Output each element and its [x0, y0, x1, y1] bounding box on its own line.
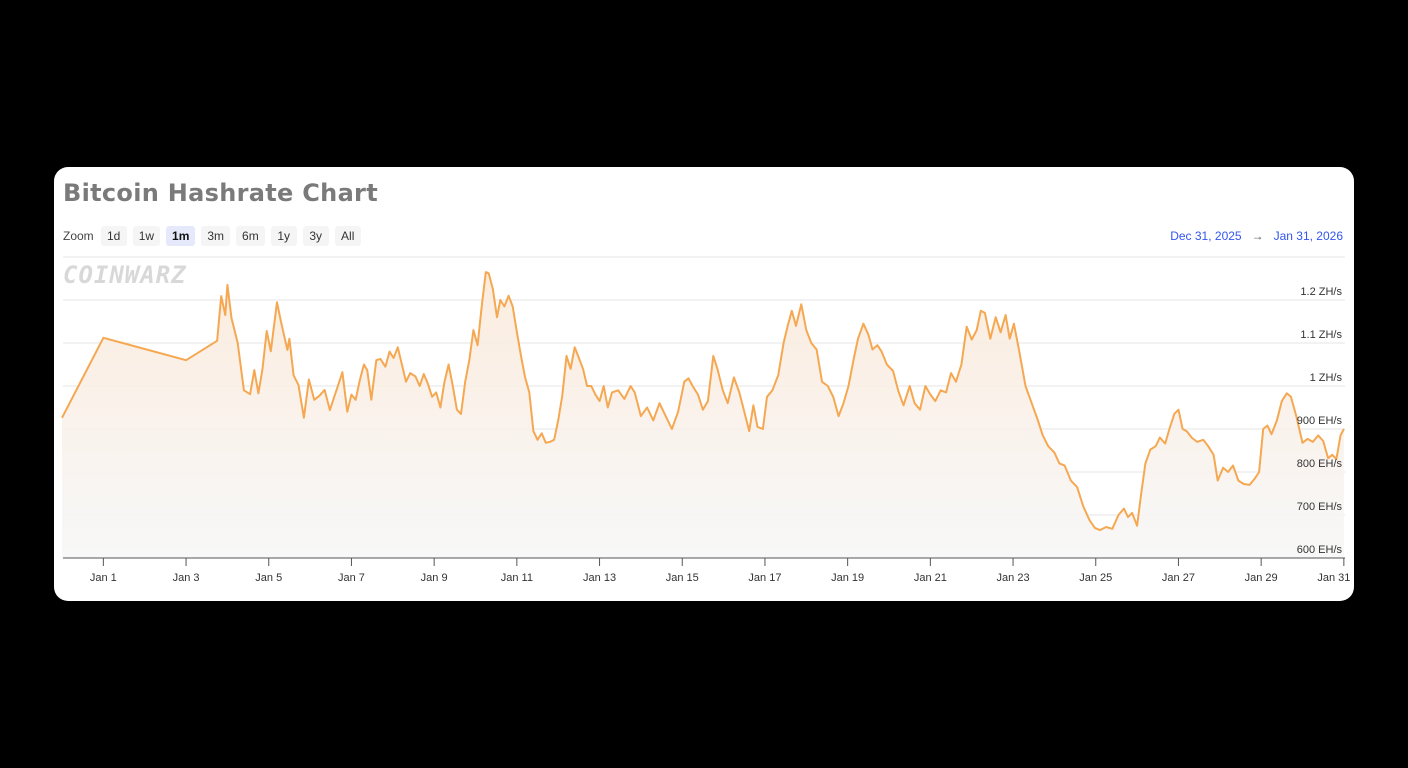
range-from-date[interactable]: Dec 31, 2025	[1170, 229, 1242, 243]
chart-title: Bitcoin Hashrate Chart	[63, 179, 378, 207]
x-axis-label: Jan 31	[1317, 572, 1351, 584]
x-axis-label: Jan 21	[913, 572, 947, 584]
range-to-date[interactable]: Jan 31, 2026	[1273, 229, 1343, 243]
zoom-6m-button[interactable]: 6m	[236, 226, 265, 246]
hashrate-line	[61, 271, 1345, 532]
x-axis-label: Jan 27	[1161, 572, 1195, 584]
zoom-1w-button[interactable]: 1w	[132, 226, 161, 246]
zoom-controls: Zoom 1d 1w 1m 3m 6m 1y 3y All	[63, 226, 361, 246]
zoom-1y-button[interactable]: 1y	[270, 226, 297, 246]
zoom-all-button[interactable]: All	[334, 226, 361, 246]
x-axis-label: Jan 3	[172, 572, 200, 584]
zoom-1d-button[interactable]: 1d	[100, 226, 127, 246]
x-axis-label: Jan 23	[996, 572, 1030, 584]
coinwarz-logo: COINWARZ	[63, 261, 187, 289]
zoom-3y-button[interactable]: 3y	[302, 226, 329, 246]
y-axis-label: 1.1 ZH/s	[1300, 329, 1342, 341]
y-axis-label: 1.2 ZH/s	[1300, 286, 1342, 298]
arrow-right-icon: →	[1251, 229, 1264, 243]
hashrate-area	[62, 272, 1344, 558]
x-axis-label: Jan 1	[89, 572, 117, 584]
date-range: Dec 31, 2025 → Jan 31, 2026	[1170, 229, 1343, 243]
x-axis-label: Jan 29	[1244, 572, 1278, 584]
x-axis-label: Jan 25	[1079, 572, 1113, 584]
y-axis-label: 600 EH/s	[1296, 544, 1342, 556]
hashrate-chart[interactable]	[54, 167, 1354, 601]
x-axis-label: Jan 11	[500, 572, 533, 584]
y-axis-label: 800 EH/s	[1296, 458, 1342, 470]
x-axis-label: Jan 7	[337, 572, 365, 584]
x-axis-label: Jan 9	[420, 572, 448, 584]
x-axis-label: Jan 19	[831, 572, 865, 584]
x-axis-label: Jan 13	[583, 572, 617, 584]
zoom-label: Zoom	[63, 229, 94, 243]
x-axis-label: Jan 17	[748, 572, 782, 584]
y-axis-label: 900 EH/s	[1296, 415, 1342, 427]
x-axis-label: Jan 15	[665, 572, 699, 584]
y-axis-label: 700 EH/s	[1296, 501, 1342, 513]
y-axis-label: 1 ZH/s	[1309, 372, 1342, 384]
zoom-1m-button[interactable]: 1m	[166, 226, 196, 246]
zoom-3m-button[interactable]: 3m	[201, 226, 231, 246]
chart-card: Bitcoin Hashrate Chart Zoom 1d 1w 1m 3m …	[54, 167, 1354, 601]
x-axis-ticks	[102, 558, 1345, 566]
x-axis-label: Jan 5	[255, 572, 283, 584]
